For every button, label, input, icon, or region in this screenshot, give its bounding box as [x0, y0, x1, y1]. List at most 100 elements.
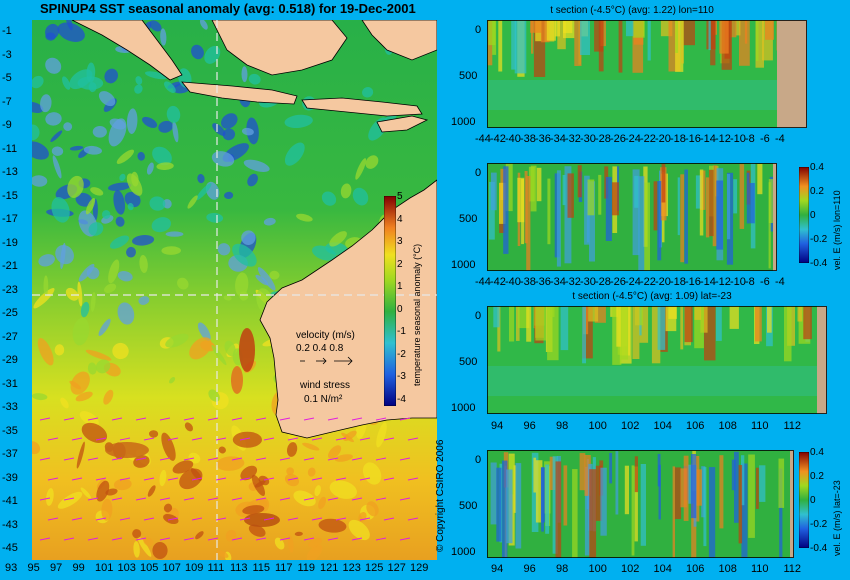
p4-colorbar-tick: 0.4: [810, 447, 824, 458]
p2-x-tick: -6: [760, 276, 770, 288]
anomaly-eddy: [50, 130, 63, 142]
anomaly-eddy: [77, 76, 104, 90]
anomaly-eddy: [151, 217, 172, 233]
wind-arrow: [279, 497, 291, 501]
vel-section-lon-cell: [739, 164, 745, 229]
vel-section-lon-cell: [712, 165, 718, 247]
anomaly-eddy: [142, 116, 158, 128]
wind-arrow: [159, 497, 171, 501]
temp-section-lat-cell: [694, 306, 704, 349]
wind-arrow: [183, 537, 195, 541]
anomaly-eddy: [362, 462, 382, 485]
wind-arrow: [255, 457, 267, 461]
p3-x-tick: 104: [653, 420, 672, 432]
anomaly-eddy: [149, 20, 162, 32]
warm-anomaly-core: [239, 328, 255, 372]
main-x-tick: 125: [365, 562, 384, 574]
main-y-tick: -45: [2, 542, 18, 554]
temp-section-lon-cell: [755, 20, 759, 61]
temp-section-lon-cell: [498, 20, 503, 72]
wind-arrow: [119, 437, 131, 441]
wind-arrow: [87, 497, 99, 501]
p2-x-tick: -18: [670, 276, 686, 288]
wind-arrow: [263, 477, 275, 481]
wind-arrow: [279, 457, 291, 461]
wind-arrow: [239, 477, 251, 481]
wind-arrow: [143, 437, 155, 441]
vel-section-lat-plot[interactable]: [487, 450, 794, 558]
vel-section-lon-cell: [589, 181, 595, 262]
p1-x-tick: -14: [700, 133, 716, 145]
vel-section-lon-cell: [517, 177, 525, 223]
copyright-notice: © Copyright CSIRO 2006: [435, 439, 446, 552]
vel-section-lon-cell: [661, 163, 666, 203]
anomaly-eddy: [166, 105, 181, 123]
vel-section-lon-cell: [598, 174, 602, 215]
temp-section-lon-plot[interactable]: [487, 20, 807, 128]
anomaly-eddy: [119, 173, 126, 182]
vel-section-lat-cell: [584, 466, 590, 556]
anomaly-eddy: [284, 114, 313, 129]
p3-x-tick: 102: [621, 420, 640, 432]
anomaly-eddy: [137, 151, 145, 161]
vel-section-lon-plot[interactable]: [487, 163, 777, 271]
anomaly-eddy: [90, 292, 96, 312]
vel-section-lon-cell: [757, 164, 763, 195]
vel-section-lat-cell: [708, 467, 716, 558]
anomaly-eddy: [225, 529, 237, 542]
sst-anomaly-map[interactable]: [32, 20, 437, 560]
vel-section-lon-cell: [577, 165, 582, 198]
panel4-colorbar-label: vel. E (m/s) lat=-23: [832, 480, 842, 556]
p1-x-tick: -22: [640, 133, 656, 145]
wind-arrow: [351, 537, 363, 541]
vel-section-lon-cell: [547, 178, 551, 245]
temp-section-lat-band: [487, 366, 817, 396]
wind-arrow: [351, 417, 363, 421]
wind-arrow: [183, 497, 195, 501]
vel-section-lat-cell: [703, 467, 707, 547]
p2-x-tick: -40: [505, 276, 521, 288]
anomaly-colorbar-tick: 2: [397, 258, 403, 270]
p2-x-tick: -14: [700, 276, 716, 288]
temp-section-lon-cell: [683, 20, 695, 46]
temp-section-lon-land: [777, 20, 807, 128]
anomaly-eddy: [190, 467, 202, 481]
wind-arrow: [407, 437, 419, 441]
vel-section-lon-cell: [695, 175, 702, 209]
anomaly-colorbar-tick: 1: [397, 281, 403, 292]
anomaly-eddy: [116, 149, 135, 164]
vel-section-lat-cell: [496, 467, 502, 542]
vel-section-lat-cell: [563, 465, 568, 526]
anomaly-colorbar-tick: -1: [397, 326, 406, 337]
p2-x-tick: -4: [775, 276, 785, 288]
anomaly-eddy: [146, 162, 154, 175]
wind-arrow: [167, 477, 179, 481]
wind-arrow: [375, 497, 387, 501]
main-x-tick: 117: [275, 562, 293, 574]
temp-section-lon-cell: [546, 20, 556, 41]
anomaly-eddy: [70, 371, 90, 395]
p4-x-tick: 98: [556, 563, 569, 575]
wind-arrow: [135, 457, 147, 461]
wind-arrow: [383, 477, 395, 481]
temp-section-lat-cell: [755, 306, 762, 342]
anomaly-eddy: [362, 87, 374, 98]
wind-arrow: [191, 437, 203, 441]
anomaly-eddy: [67, 175, 84, 198]
anomaly-eddy: [75, 192, 93, 207]
java-land: [181, 81, 298, 105]
p2-x-tick: -44: [475, 276, 491, 288]
wind-arrow: [47, 477, 59, 481]
anomaly-eddy: [169, 376, 176, 384]
wind-arrow: [407, 477, 419, 481]
wind-arrow: [207, 417, 219, 421]
anomaly-eddy: [306, 544, 323, 560]
anomaly-eddy: [126, 173, 143, 196]
anomaly-eddy: [341, 432, 354, 443]
temp-section-lat-plot[interactable]: [487, 306, 827, 414]
anomaly-eddy: [75, 391, 93, 402]
borneo-land: [211, 20, 348, 76]
anomaly-eddy: [45, 112, 62, 126]
anomaly-eddy: [64, 20, 73, 31]
temp-section-lon-cell: [765, 20, 774, 40]
